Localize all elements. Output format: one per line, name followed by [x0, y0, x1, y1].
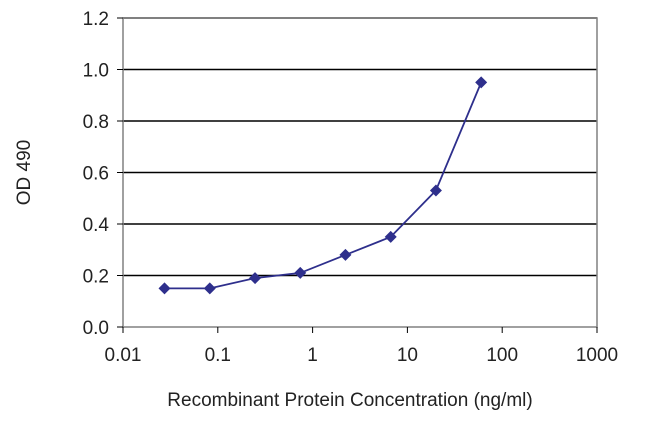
x-tick-label: 0.1 — [205, 345, 231, 366]
x-axis: 0.01 0.1 1 10 100 1000 — [105, 327, 618, 366]
y-axis: 0.0 0.2 0.4 0.6 0.8 1.0 1.2 — [83, 9, 123, 339]
data-point — [249, 272, 262, 285]
y-tick-label: 0.2 — [83, 267, 109, 288]
data-point — [294, 266, 307, 279]
x-tick-label: 100 — [486, 345, 518, 366]
data-series — [158, 76, 488, 295]
x-axis-title: Recombinant Protein Concentration (ng/ml… — [167, 390, 532, 411]
y-tick-label: 1.2 — [83, 9, 109, 30]
data-point — [339, 248, 352, 261]
data-point — [429, 184, 442, 197]
x-tick-label: 10 — [397, 345, 418, 366]
grid-lines — [123, 17, 597, 277]
x-tick-label: 0.01 — [105, 345, 142, 366]
x-tick-label: 1 — [307, 345, 318, 366]
x-tick-label: 1000 — [576, 345, 618, 366]
y-tick-label: 0.6 — [83, 164, 109, 185]
y-tick-label: 1.0 — [83, 61, 109, 82]
y-axis-title: OD 490 — [14, 140, 35, 205]
data-point — [475, 76, 488, 89]
data-point — [203, 282, 216, 295]
y-tick-label: 0.0 — [83, 318, 109, 339]
series-line — [164, 82, 483, 290]
data-point — [384, 230, 397, 243]
y-tick-label: 0.8 — [83, 112, 109, 133]
data-point — [158, 282, 171, 295]
y-tick-label: 0.4 — [83, 215, 110, 236]
